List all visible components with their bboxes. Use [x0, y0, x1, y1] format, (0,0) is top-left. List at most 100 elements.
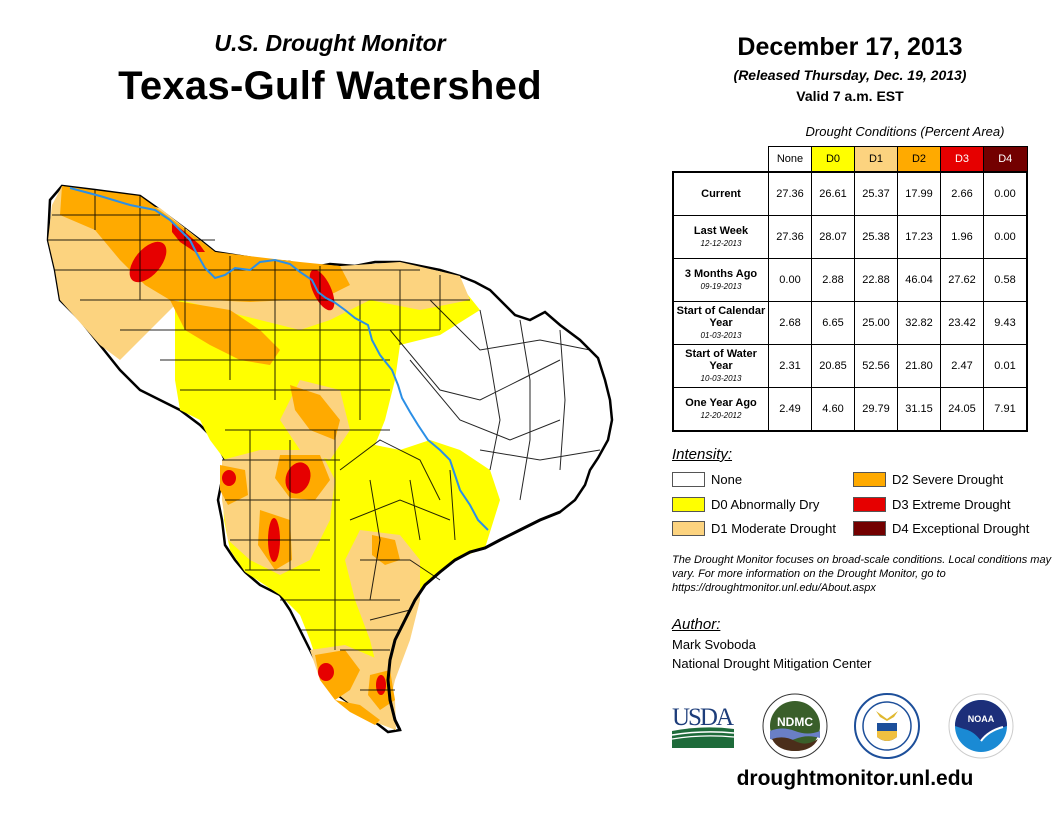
map-date: December 17, 2013: [737, 33, 963, 61]
author-heading: Author:: [672, 616, 721, 633]
table-row: Current 27.36 26.61 25.37 17.99 2.66 0.0…: [672, 171, 1028, 216]
cell-d0: 2.88: [811, 258, 855, 302]
row-date: 01-03-2013: [700, 330, 742, 340]
col-header-d4: D4: [983, 146, 1028, 173]
legend-swatch: [853, 496, 886, 512]
row-label: Current: [672, 171, 769, 216]
cell-none: 27.36: [768, 215, 812, 259]
cell-none: 2.31: [768, 344, 812, 388]
drought-map: [46, 184, 614, 734]
row-label: 3 Months Ago 09-19-2013: [672, 258, 769, 302]
row-title: 3 Months Ago: [684, 267, 758, 280]
legend-label: D2 Severe Drought: [892, 471, 1004, 487]
cell-d4: 0.01: [983, 344, 1028, 388]
row-title: Start of Water Year: [685, 347, 757, 372]
ndmc-logo-text: NDMC: [777, 715, 813, 729]
cell-d3: 24.05: [940, 387, 984, 432]
cell-d2: 32.82: [897, 301, 941, 345]
row-label: One Year Ago 12-20-2012: [672, 387, 769, 432]
legend-swatch: [672, 471, 705, 487]
d2-region: [335, 700, 380, 725]
legend-title: Intensity:: [672, 446, 733, 463]
cell-d3: 27.62: [940, 258, 984, 302]
author-name: Mark Svoboda: [672, 637, 756, 652]
col-header-d3: D3: [940, 146, 984, 173]
d3-region: [129, 241, 167, 283]
col-header-none: None: [768, 146, 812, 173]
cell-none: 2.49: [768, 387, 812, 432]
noaa-logo-text: NOAA: [968, 714, 995, 724]
row-label: Last Week 12-12-2013: [672, 215, 769, 259]
table-corner: [673, 147, 769, 173]
d0-region: [175, 265, 500, 730]
cell-d0: 4.60: [811, 387, 855, 432]
d3-region: [285, 462, 311, 494]
cell-d2: 17.99: [897, 171, 941, 216]
ndmc-logo: NDMC: [762, 693, 828, 759]
cell-d4: 7.91: [983, 387, 1028, 432]
table-row: Last Week 12-12-2013 27.36 28.07 25.38 17…: [672, 215, 1028, 259]
cell-d3: 2.47: [940, 344, 984, 388]
row-title: One Year Ago: [685, 396, 757, 409]
row-date: 09-19-2013: [700, 281, 742, 291]
legend-swatch: [853, 520, 886, 536]
table-row: One Year Ago 12-20-2012 2.49 4.60 29.79 3…: [672, 387, 1028, 432]
legend-item-d0: D0 Abnormally Dry: [672, 495, 819, 513]
cell-none: 2.68: [768, 301, 812, 345]
row-date: 12-12-2013: [700, 238, 742, 248]
legend-swatch: [672, 496, 705, 512]
cell-d2: 46.04: [897, 258, 941, 302]
legend-label: D3 Extreme Drought: [892, 496, 1011, 512]
row-title: Start of Calendar Year: [676, 304, 766, 329]
row-title: Last Week: [693, 224, 749, 237]
legend-swatch: [672, 520, 705, 536]
d2-region: [170, 300, 280, 365]
website-link[interactable]: droughtmonitor.unl.edu: [736, 767, 974, 790]
subtitle: U.S. Drought Monitor: [214, 30, 446, 56]
cell-d4: 9.43: [983, 301, 1028, 345]
cell-d3: 23.42: [940, 301, 984, 345]
table-row: 3 Months Ago 09-19-2013 0.00 2.88 22.88 4…: [672, 258, 1028, 302]
row-date: 12-20-2012: [700, 410, 742, 420]
cell-d1: 25.37: [854, 171, 898, 216]
legend-item-d2: D2 Severe Drought: [853, 470, 1003, 488]
legend-item-d4: D4 Exceptional Drought: [853, 519, 1029, 537]
noaa-logo: NOAA: [948, 693, 1014, 759]
cell-d2: 21.80: [897, 344, 941, 388]
cell-d3: 2.66: [940, 171, 984, 216]
d1-region: [345, 530, 420, 710]
col-header-d0: D0: [811, 146, 855, 173]
cell-d4: 0.00: [983, 171, 1028, 216]
col-header-d2: D2: [897, 146, 941, 173]
cell-d3: 1.96: [940, 215, 984, 259]
col-header-d1: D1: [854, 146, 898, 173]
d2-region: [372, 535, 400, 565]
release-date: (Released Thursday, Dec. 19, 2013): [733, 67, 967, 83]
legend-item-d1: D1 Moderate Drought: [672, 519, 836, 537]
cell-d1: 22.88: [854, 258, 898, 302]
d3-region: [222, 470, 236, 486]
cell-d4: 0.00: [983, 215, 1028, 259]
table-row: Start of Water Year 10-03-2013 2.31 20.85…: [672, 344, 1028, 388]
cell-d2: 17.23: [897, 215, 941, 259]
cell-d1: 52.56: [854, 344, 898, 388]
river: [69, 187, 489, 531]
valid-time: Valid 7 a.m. EST: [796, 88, 904, 104]
page-title: Texas-Gulf Watershed: [118, 64, 542, 108]
cell-d0: 28.07: [811, 215, 855, 259]
usda-logo: USDA: [672, 704, 735, 748]
legend-label: None: [711, 471, 743, 487]
usda-logo-text: USDA: [672, 704, 734, 731]
cell-d0: 20.85: [811, 344, 855, 388]
legend-item-d3: D3 Extreme Drought: [853, 495, 1011, 513]
d3-region: [376, 675, 386, 695]
disclaimer-note: The Drought Monitor focuses on broad-sca…: [672, 554, 1052, 594]
row-title: Current: [701, 188, 741, 200]
row-label: Start of Calendar Year 01-03-2013: [672, 301, 769, 345]
cell-none: 27.36: [768, 171, 812, 216]
commerce-seal: [854, 693, 920, 759]
table-caption: Drought Conditions (Percent Area): [805, 124, 1005, 139]
coastline: [386, 510, 561, 731]
legend-swatch: [853, 471, 886, 487]
drought-conditions-table: None D0 D1 D2 D3 D4 Current 27.36 26.61 …: [672, 146, 1028, 432]
